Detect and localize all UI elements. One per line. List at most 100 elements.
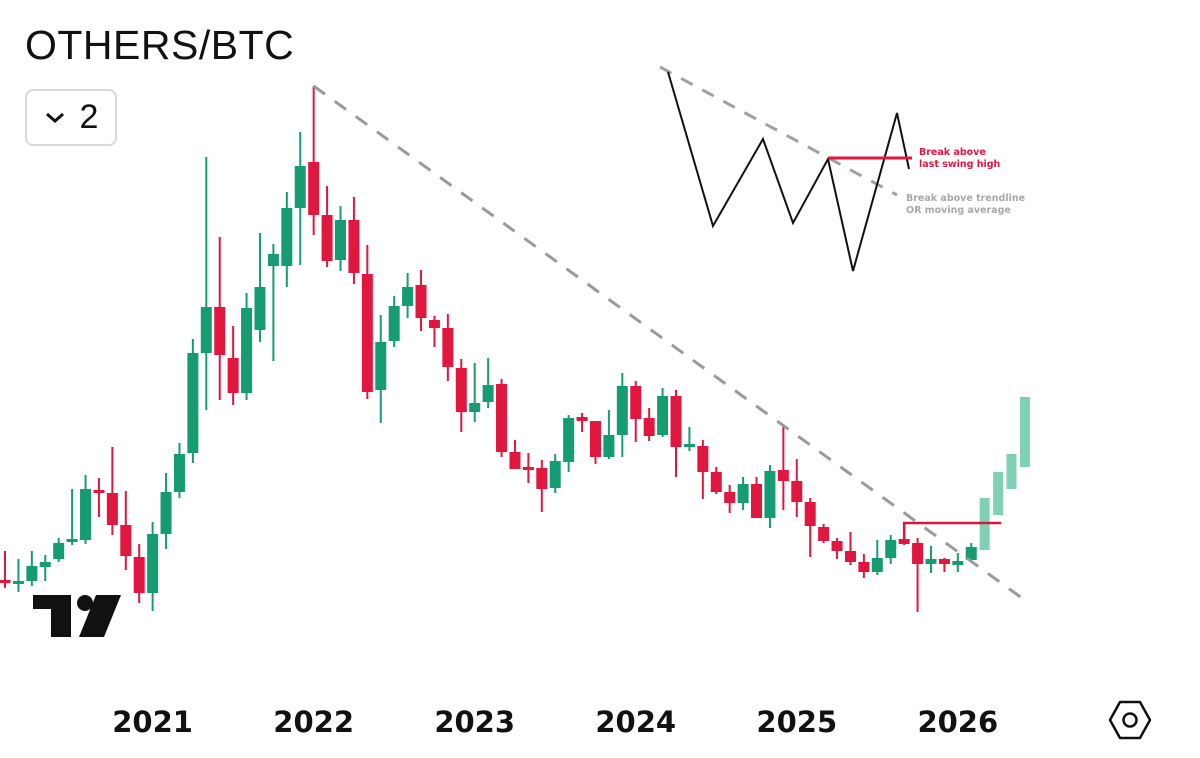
candle-body [281, 208, 293, 266]
candle-body [321, 215, 333, 261]
candle-body [442, 328, 454, 367]
candle-body [844, 551, 856, 562]
candle-up [737, 477, 749, 510]
candle-body [630, 386, 642, 419]
candle-body [53, 543, 65, 559]
candle-body [952, 561, 964, 565]
candle-body [670, 396, 682, 447]
candle-up [925, 546, 937, 573]
candle-down [670, 390, 682, 477]
candle-down [415, 270, 427, 331]
candle-body [66, 539, 78, 542]
candle-body [361, 274, 373, 392]
candle-up [375, 315, 387, 423]
candle-body [522, 467, 534, 470]
candle-body [871, 558, 883, 572]
candle-body [482, 385, 494, 402]
candle-body [133, 557, 145, 593]
candle-body [348, 220, 360, 273]
candle-body [764, 471, 776, 518]
candle-up [267, 244, 279, 361]
candle-down [348, 197, 360, 284]
candle-body [428, 320, 440, 328]
candle-up [241, 293, 253, 400]
candle-body [509, 452, 521, 469]
candle-down [442, 314, 454, 381]
candle-up [764, 465, 776, 528]
candle-down [858, 554, 870, 578]
candle-down [938, 558, 950, 572]
candle-down [804, 498, 816, 557]
candle-body [616, 386, 628, 435]
trendline [312, 84, 1022, 599]
candle-down [844, 532, 856, 565]
candle-body [402, 287, 414, 306]
candle-body [536, 468, 548, 489]
candle-down [536, 460, 548, 512]
candle-up [885, 535, 897, 564]
projected-candle [1019, 397, 1030, 467]
year-label-2021: 2021 [112, 705, 193, 739]
year-label-2024: 2024 [595, 705, 676, 739]
candle-up [254, 233, 266, 342]
note-trendline-1: Break above trendline [906, 193, 1025, 204]
candle-body [912, 543, 924, 564]
candle-body [160, 492, 172, 534]
candle-body [496, 384, 508, 452]
candle-body [576, 417, 588, 421]
candle-body [751, 484, 763, 518]
candle-up [281, 192, 293, 287]
candle-down [120, 491, 132, 570]
candle-down [791, 459, 803, 517]
candle-down [724, 485, 736, 513]
year-label-2022: 2022 [273, 705, 354, 739]
note-swing-high-1: Break above [919, 147, 986, 158]
candle-down [576, 413, 588, 432]
candle-body [710, 472, 722, 492]
candle-body [26, 566, 38, 581]
candle-body [173, 454, 185, 492]
candle-down [777, 425, 789, 510]
candle-body [455, 368, 467, 412]
candle-body [885, 540, 897, 558]
candle-body [549, 461, 561, 488]
candle-up [871, 540, 883, 575]
candle-body [227, 358, 239, 393]
candle-body [214, 307, 226, 355]
candle-down [912, 538, 924, 612]
candle-down [106, 447, 118, 535]
candle-down [321, 186, 333, 267]
candle-down [710, 467, 722, 494]
candle-body [39, 562, 51, 567]
note-trendline-2: OR moving average [906, 205, 1011, 216]
year-label-2023: 2023 [434, 705, 515, 739]
candle-up [200, 157, 212, 410]
year-label-2026: 2026 [917, 705, 998, 739]
swing-high-line [902, 521, 1002, 539]
candle-up [173, 443, 185, 498]
candle-up [66, 489, 78, 545]
candle-body [898, 539, 910, 544]
candle-body [308, 162, 320, 215]
candle-up [26, 551, 38, 586]
candle-body [791, 481, 803, 502]
interval-dropdown-button[interactable]: 2 [25, 89, 117, 146]
candle-body [804, 502, 816, 526]
projected-candle [1006, 454, 1017, 489]
candle-body [0, 580, 11, 583]
candle-body [683, 444, 695, 447]
candle-body [589, 421, 601, 457]
candle-down [697, 440, 709, 499]
candle-down [308, 86, 320, 235]
candle-body [294, 166, 306, 208]
candle-down [133, 544, 145, 603]
candle-up [616, 373, 628, 457]
candle-body [12, 581, 24, 584]
candle-down [93, 478, 105, 517]
candle-down [214, 237, 226, 400]
hexagon-settings-icon[interactable] [1108, 700, 1152, 740]
candle-down [455, 359, 467, 432]
candle-body [643, 418, 655, 436]
candle-up [965, 543, 977, 562]
